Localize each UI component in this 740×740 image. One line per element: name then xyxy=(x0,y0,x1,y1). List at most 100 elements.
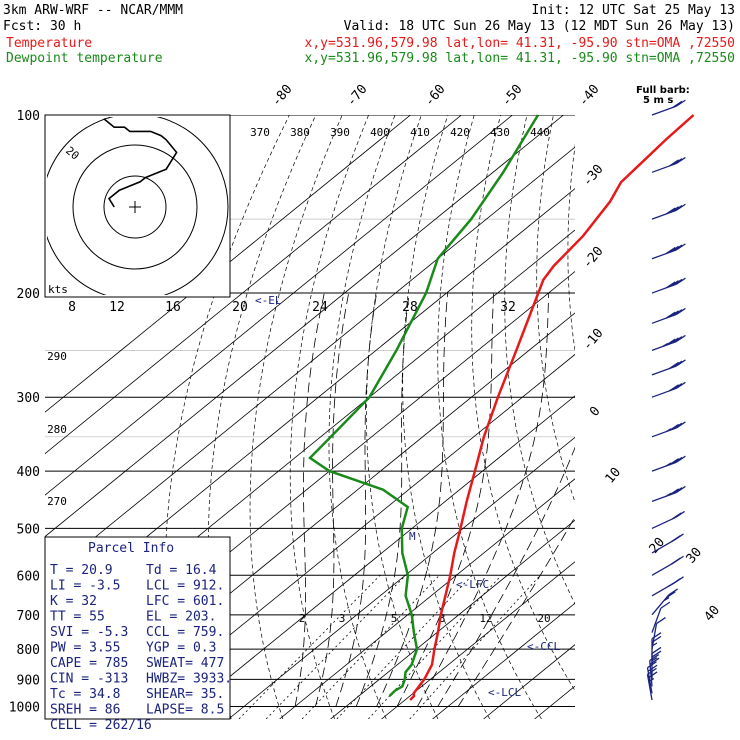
wind-barb xyxy=(651,421,686,438)
moist-adiabat xyxy=(335,292,377,707)
dry-adiabat xyxy=(289,115,369,719)
isotherm xyxy=(330,519,575,719)
moist-adiabat-label: 28 xyxy=(402,300,418,315)
model-title: 3km ARW-WRF -- NCAR/MMM xyxy=(3,3,183,18)
isotherm-label: -10 xyxy=(580,326,607,354)
isotherm xyxy=(483,644,575,719)
isotherm-label: 10 xyxy=(603,465,625,487)
theta-label: 440 xyxy=(530,126,550,139)
dewpoint-legend: Dewpoint temperature xyxy=(6,51,163,66)
dewpoint-location: x,y=531.96,579.98 lat,lon= 41.31, -95.90… xyxy=(305,51,735,66)
moist-adiabat xyxy=(396,292,494,707)
mixing-ratio-label: 5 xyxy=(391,612,398,625)
isotherm xyxy=(279,478,575,719)
dry-adiabat xyxy=(656,115,740,719)
hodograph-ring xyxy=(47,117,229,295)
wind-barb xyxy=(651,576,684,597)
mixing-ratio-line xyxy=(265,575,406,719)
theta-label: 290 xyxy=(47,350,67,363)
pressure-label: 800 xyxy=(17,643,40,658)
parcel-row-left: PW = 3.55 xyxy=(50,641,120,656)
moist-adiabat xyxy=(457,516,575,707)
theta-label: 400 xyxy=(370,126,390,139)
pressure-label: 400 xyxy=(17,465,40,480)
init-time: Init: 12 UTC Sat 25 May 13 xyxy=(532,3,736,18)
wind-barb xyxy=(651,277,686,294)
wind-barb xyxy=(651,243,686,260)
pressure-label: 200 xyxy=(17,287,40,302)
isotherm xyxy=(177,395,575,719)
wind-barb xyxy=(651,510,685,530)
isotherm xyxy=(45,146,575,579)
temperature-profile xyxy=(409,114,695,701)
theta-label: 430 xyxy=(490,126,510,139)
pressure-label: 900 xyxy=(17,673,40,688)
isotherm xyxy=(534,685,575,719)
isotherm-label: 40 xyxy=(702,603,724,625)
isotherm-label: -80 xyxy=(269,82,296,110)
dry-adiabat xyxy=(536,115,575,504)
parcel-row-left: CAPE = 785 xyxy=(50,656,128,671)
pressure-label: 1000 xyxy=(9,700,40,715)
lcl-marker: <-LCL xyxy=(488,686,521,699)
isotherm-label: -60 xyxy=(422,82,449,110)
el-marker: <-EL xyxy=(255,294,282,307)
parcel-title: Parcel Info xyxy=(88,541,174,556)
isotherm xyxy=(45,115,462,455)
mixing-ratio-label: 12 xyxy=(479,612,492,625)
theta-label: 390 xyxy=(330,126,350,139)
moist-adiabat xyxy=(437,446,575,707)
dry-adiabat xyxy=(684,115,740,719)
wind-barb xyxy=(651,307,686,324)
mixing-ratio-label: 20 xyxy=(537,612,550,625)
dewpoint-profile xyxy=(308,114,540,697)
wind-barb xyxy=(651,555,684,576)
parcel-row-left: K = 32 xyxy=(50,594,97,609)
wind-barb xyxy=(649,653,660,687)
isotherm-label: 0 xyxy=(587,404,604,420)
moist-adiabat xyxy=(376,292,448,707)
parcel-row-left: CIN = -313 xyxy=(50,672,128,687)
moist-adiabat xyxy=(417,292,550,707)
parcel-row-left: Tc = 34.8 xyxy=(50,687,120,702)
ccl-marker: <-CCL xyxy=(527,640,560,653)
wind-barb xyxy=(651,156,686,173)
isotherm xyxy=(381,561,575,719)
hodograph-ring xyxy=(72,144,198,270)
mixing-ratio-label: 8 xyxy=(439,612,446,625)
parcel-row-left: T = 20.9 xyxy=(50,563,113,578)
wind-barb xyxy=(651,601,671,633)
moist-adiabat-label: 16 xyxy=(165,300,181,315)
theta-label: 270 xyxy=(47,495,67,508)
moist-adiabat xyxy=(355,292,410,707)
parcel-row-left: SVI = -5.3 xyxy=(50,625,128,640)
mixing-ratio-line xyxy=(368,575,502,719)
mixing-ratio-line xyxy=(409,575,541,719)
wind-barb xyxy=(651,359,686,376)
dry-adiabat xyxy=(249,115,343,719)
wind-barb xyxy=(651,99,686,116)
dry-adiabat xyxy=(504,115,575,605)
isotherm xyxy=(126,353,575,719)
pressure-label: 700 xyxy=(17,609,40,624)
parcel-row-right: EL = 203. xyxy=(146,610,216,625)
parcel-row-left: LI = -3.5 xyxy=(50,579,120,594)
pressure-label: 600 xyxy=(17,569,40,584)
wind-barb xyxy=(651,381,686,398)
wind-barb xyxy=(651,203,686,220)
parcel-row-right: LCL = 912. xyxy=(146,579,224,594)
isotherm xyxy=(45,115,564,538)
wind-barb xyxy=(651,632,662,665)
parcel-row-right: Td = 16.4 xyxy=(146,563,217,578)
isotherm-label: -30 xyxy=(580,162,607,190)
dry-adiabat xyxy=(402,115,491,719)
parcel-row-left: CELL = 262/16 xyxy=(50,718,152,733)
isotherm-label: 30 xyxy=(684,545,706,567)
valid-time: Valid: 18 UTC Sun 26 May 13 (12 MDT Sun … xyxy=(344,19,735,34)
mixing-ratio-line xyxy=(301,575,440,719)
parcel-box xyxy=(44,536,231,720)
isotherm xyxy=(228,436,575,719)
dry-adiabat xyxy=(471,115,575,692)
full-barb-label: Full barb: xyxy=(636,85,690,96)
dry-adiabat xyxy=(712,115,740,719)
